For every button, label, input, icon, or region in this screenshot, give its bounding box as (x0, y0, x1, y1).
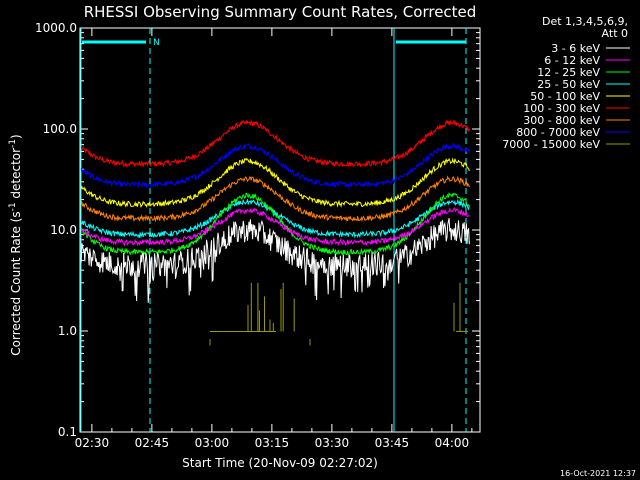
series-line-0 (80, 218, 470, 303)
legend-label: 6 - 12 keV (544, 54, 600, 67)
legend-label: 800 - 7000 keV (516, 126, 600, 139)
x-tick-label: 03:30 (315, 436, 350, 450)
night-marker: N (153, 38, 160, 48)
y-tick-label: 1000.0 (35, 21, 77, 35)
legend-label: 100 - 300 keV (523, 102, 600, 115)
legend-label: 7000 - 15000 keV (502, 138, 600, 151)
series-line-2 (80, 191, 470, 256)
series-line-3 (80, 198, 470, 239)
legend-label: 3 - 6 keV (551, 42, 600, 55)
x-tick-label: 04:00 (435, 436, 470, 450)
series-line-7 (80, 142, 470, 189)
legend-label: 25 - 50 keV (537, 78, 600, 91)
series-line-1 (80, 206, 470, 247)
legend-header-2: Att 0 (602, 27, 628, 40)
legend-header-1: Det 1,3,4,5,6,9, (542, 15, 628, 28)
series-line-6 (80, 175, 470, 223)
x-axis-label: Start Time (20-Nov-09 02:27:02) (182, 456, 378, 470)
legend-label: 50 - 100 keV (530, 90, 600, 103)
y-tick-label: 0.1 (58, 425, 77, 439)
series-line-5 (80, 119, 470, 168)
plot-area: 02:30 02:45 03:00 03:15 03:30 03:45 04:00 0.1 1.… (35, 21, 481, 450)
x-tick-label: 03:45 (375, 436, 410, 450)
chart-title: RHESSI Observing Summary Count Rates, Co… (84, 3, 477, 21)
y-axis-label: Corrected Count Rate (s-1 detector-1) (8, 134, 23, 355)
legend-label: 12 - 25 keV (537, 66, 600, 79)
y-tick-label: 1.0 (58, 324, 77, 338)
y-tick-label: 10.0 (50, 223, 77, 237)
x-tick-label: 03:15 (255, 436, 290, 450)
legend-label: 300 - 800 keV (523, 114, 600, 127)
x-tick-label: 02:45 (135, 436, 170, 450)
y-tick-label: 100.0 (43, 122, 77, 136)
axes-frame (79, 27, 481, 433)
timestamp: 16-Oct-2021 12:37 (560, 469, 636, 478)
x-tick-label: 03:00 (195, 436, 230, 450)
series-line-4 (80, 157, 470, 209)
x-tick-label: 02:30 (75, 436, 110, 450)
